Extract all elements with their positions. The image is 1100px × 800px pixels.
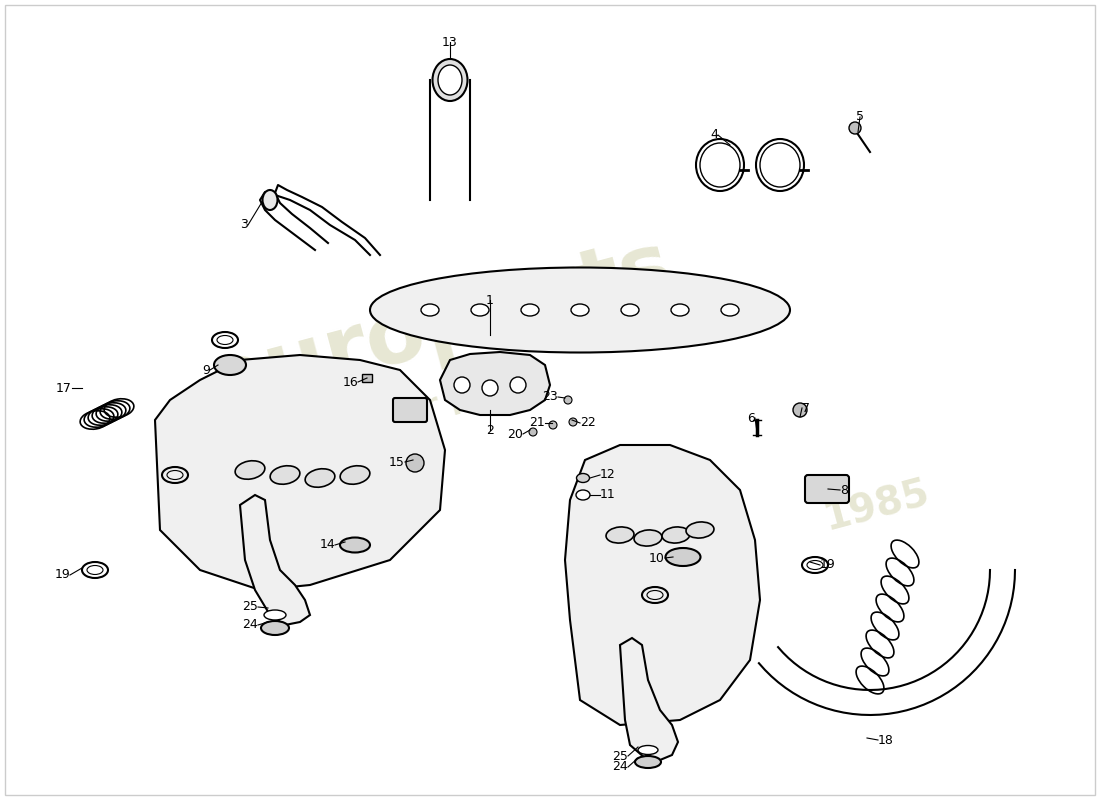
Polygon shape bbox=[440, 352, 550, 415]
Ellipse shape bbox=[635, 756, 661, 768]
Ellipse shape bbox=[261, 621, 289, 635]
Text: 11: 11 bbox=[600, 489, 616, 502]
Circle shape bbox=[454, 377, 470, 393]
Ellipse shape bbox=[666, 548, 701, 566]
Ellipse shape bbox=[621, 304, 639, 316]
Text: 15: 15 bbox=[389, 455, 405, 469]
Ellipse shape bbox=[235, 461, 265, 479]
Text: 2: 2 bbox=[486, 423, 494, 437]
Ellipse shape bbox=[263, 190, 277, 210]
Ellipse shape bbox=[340, 466, 370, 484]
Text: 24: 24 bbox=[242, 618, 258, 631]
Ellipse shape bbox=[214, 355, 246, 375]
Text: 21: 21 bbox=[529, 417, 544, 430]
Text: 20: 20 bbox=[507, 427, 522, 441]
Ellipse shape bbox=[438, 65, 462, 95]
Text: 25: 25 bbox=[242, 601, 258, 614]
Circle shape bbox=[406, 454, 424, 472]
Ellipse shape bbox=[432, 59, 468, 101]
Text: a passion for parts: a passion for parts bbox=[220, 364, 540, 476]
Polygon shape bbox=[240, 495, 310, 625]
Polygon shape bbox=[565, 445, 760, 725]
Text: 23: 23 bbox=[542, 390, 558, 403]
Ellipse shape bbox=[720, 304, 739, 316]
Ellipse shape bbox=[638, 746, 658, 754]
FancyBboxPatch shape bbox=[805, 475, 849, 503]
Ellipse shape bbox=[571, 304, 588, 316]
Ellipse shape bbox=[471, 304, 490, 316]
Text: 4: 4 bbox=[711, 129, 718, 142]
Ellipse shape bbox=[271, 466, 300, 484]
Circle shape bbox=[564, 396, 572, 404]
FancyBboxPatch shape bbox=[362, 374, 372, 382]
Text: 3: 3 bbox=[240, 218, 248, 231]
Text: 6: 6 bbox=[747, 411, 755, 425]
Text: 13: 13 bbox=[442, 35, 458, 49]
Text: 10: 10 bbox=[649, 551, 666, 565]
Circle shape bbox=[569, 418, 578, 426]
Circle shape bbox=[510, 377, 526, 393]
Text: 16: 16 bbox=[342, 375, 358, 389]
Ellipse shape bbox=[340, 538, 370, 553]
Text: 17: 17 bbox=[56, 382, 72, 394]
Circle shape bbox=[793, 403, 807, 417]
Ellipse shape bbox=[662, 527, 690, 543]
Text: europarts: europarts bbox=[200, 225, 682, 428]
Ellipse shape bbox=[264, 610, 286, 620]
Circle shape bbox=[529, 428, 537, 436]
Text: 14: 14 bbox=[319, 538, 336, 551]
Text: 7: 7 bbox=[802, 402, 810, 414]
Text: 22: 22 bbox=[580, 417, 596, 430]
Ellipse shape bbox=[686, 522, 714, 538]
Circle shape bbox=[849, 122, 861, 134]
Text: 12: 12 bbox=[600, 469, 616, 482]
Polygon shape bbox=[155, 355, 446, 590]
FancyBboxPatch shape bbox=[393, 398, 427, 422]
Text: 9: 9 bbox=[202, 363, 210, 377]
Ellipse shape bbox=[634, 530, 662, 546]
Circle shape bbox=[549, 421, 557, 429]
Text: 1: 1 bbox=[486, 294, 494, 306]
Ellipse shape bbox=[305, 469, 334, 487]
Ellipse shape bbox=[671, 304, 689, 316]
Polygon shape bbox=[620, 638, 678, 760]
Text: 1985: 1985 bbox=[820, 474, 934, 538]
Ellipse shape bbox=[576, 490, 590, 500]
Ellipse shape bbox=[521, 304, 539, 316]
Text: 18: 18 bbox=[878, 734, 894, 746]
Text: 5: 5 bbox=[856, 110, 864, 123]
Ellipse shape bbox=[576, 474, 590, 482]
Text: 25: 25 bbox=[612, 750, 628, 762]
Text: 19: 19 bbox=[54, 569, 70, 582]
Ellipse shape bbox=[421, 304, 439, 316]
Ellipse shape bbox=[606, 527, 634, 543]
Ellipse shape bbox=[370, 267, 790, 353]
Text: 24: 24 bbox=[613, 761, 628, 774]
Circle shape bbox=[482, 380, 498, 396]
Text: 8: 8 bbox=[840, 483, 848, 497]
Text: 19: 19 bbox=[820, 558, 836, 571]
